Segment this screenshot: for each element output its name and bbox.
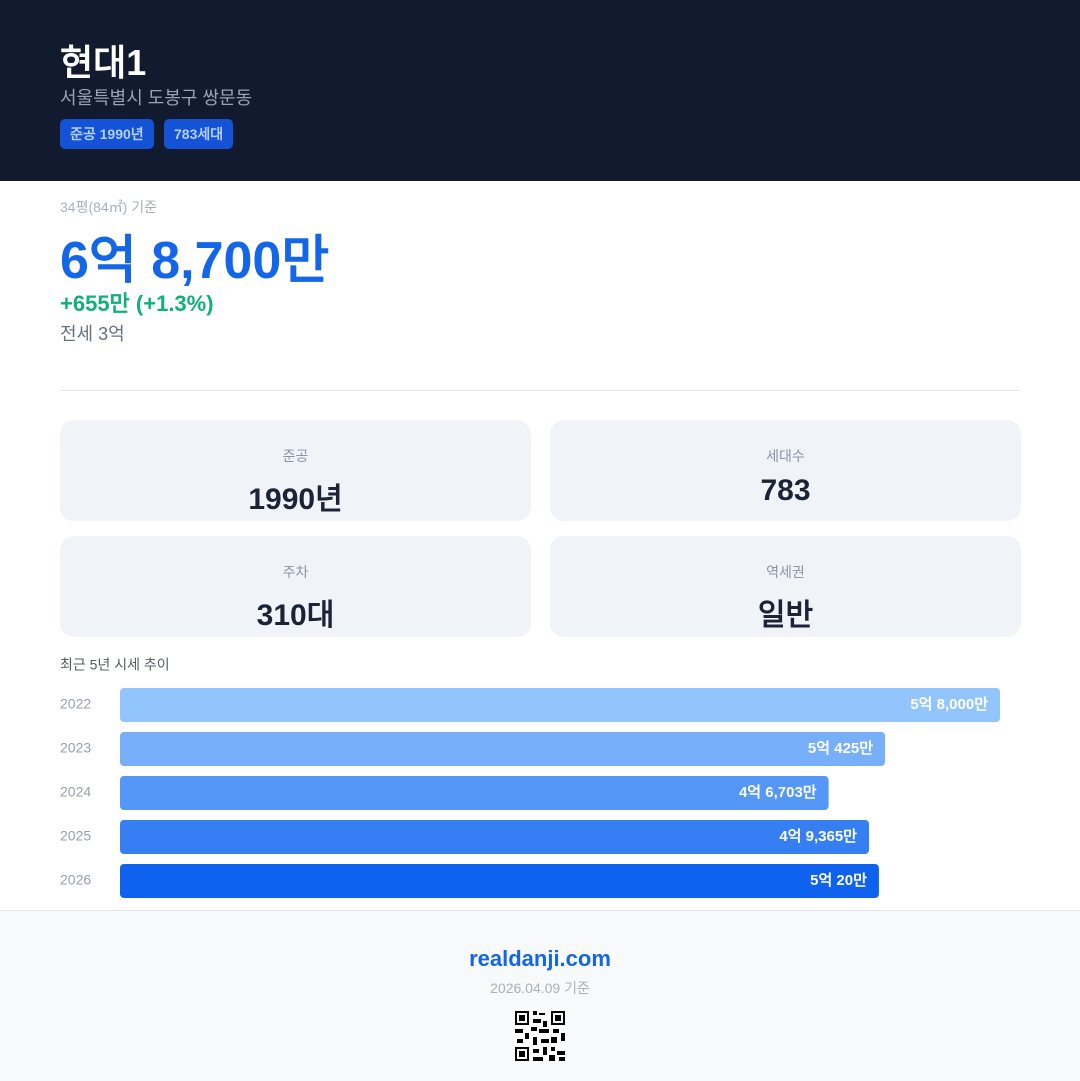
qr-code (513, 1009, 567, 1063)
header: 현대1 서울특별시 도봉구 쌍문동 준공 1990년 783세대 (0, 0, 1080, 181)
value-label: 4억 6,703만 (739, 783, 817, 801)
bar (120, 688, 1000, 722)
bar (120, 776, 829, 810)
bar (120, 820, 869, 854)
address: 서울특별시 도봉구 쌍문동 (60, 88, 253, 108)
badge: 준공 1990년 (60, 119, 154, 149)
stat-label: 주차 (282, 564, 309, 580)
value-label: 5억 20만 (810, 871, 867, 889)
price-basis: 34평(84㎡) 기준 (60, 199, 157, 215)
stat-card: 준공 1990년 (60, 420, 531, 521)
price-change: +655만 (+1.3%) (60, 291, 214, 316)
title: 현대1 (60, 42, 147, 83)
divider (60, 390, 1020, 391)
y-tick-label: 2026 (60, 872, 91, 888)
site[interactable]: realdanji.com (469, 946, 611, 971)
jeonse: 전세 3억 (60, 324, 125, 344)
y-tick-label: 2024 (60, 784, 91, 800)
price-main: 6억 8,700만 (60, 232, 330, 290)
stat-value: 1990년 (248, 483, 343, 516)
bar (120, 864, 879, 898)
stat-label: 준공 (282, 448, 309, 464)
y-tick-label: 2023 (60, 740, 91, 756)
stat-card: 세대수 783 (550, 420, 1021, 521)
stat-label: 역세권 (766, 564, 805, 580)
trend-chart: 최근 5년 시세 추이 2022 5억 8,000만 2023 5억 425만 2024… (60, 657, 1000, 898)
y-tick-label: 2025 (60, 828, 91, 844)
y-tick-label: 2022 (60, 696, 91, 712)
chart-title: 최근 5년 시세 추이 (60, 657, 170, 673)
date: 2026.04.09 기준 (490, 980, 590, 996)
stat-label: 세대수 (766, 448, 805, 464)
value-label: 4억 9,365만 (779, 827, 857, 845)
badge: 783세대 (164, 119, 234, 149)
stat-value: 783 (760, 474, 811, 507)
value-label: 5억 8,000만 (910, 695, 988, 713)
stat-card: 주차 310대 (60, 536, 531, 637)
value-label: 5억 425만 (808, 739, 873, 757)
bar (120, 732, 886, 766)
stat-value: 310대 (256, 599, 335, 632)
stat-value: 일반 (757, 599, 814, 632)
footer: realdanji.com 2026.04.09 기준 (0, 910, 1080, 1081)
